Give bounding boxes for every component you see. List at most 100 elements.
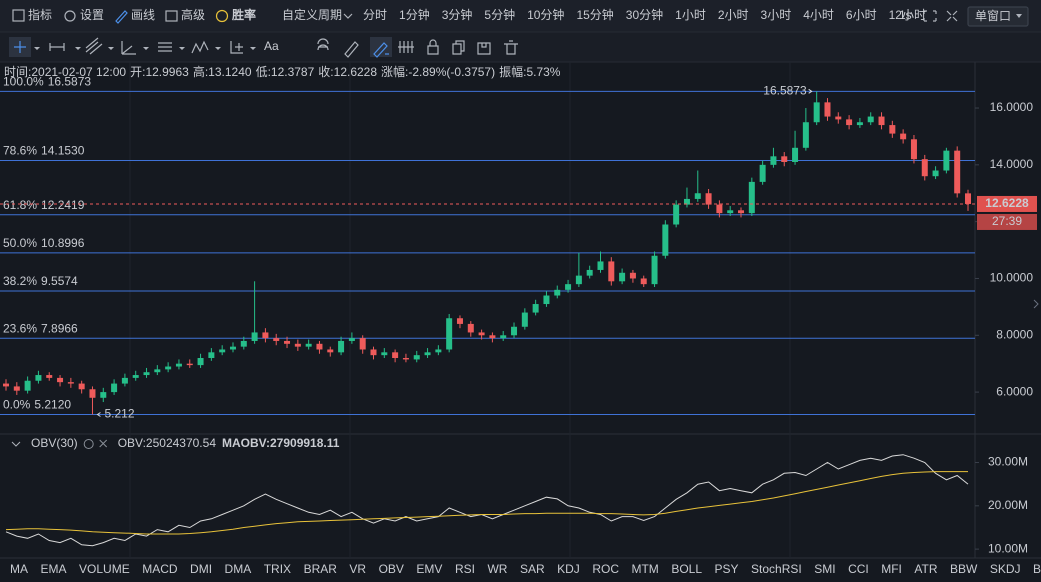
indicator-tab[interactable]: VOLUME	[79, 562, 130, 576]
indicator-tab[interactable]: RSI	[455, 562, 475, 576]
angle-tool[interactable]	[121, 41, 136, 55]
indicator-tab[interactable]: EMV	[416, 562, 442, 576]
measure-tool[interactable]	[230, 41, 243, 54]
indicator-tab[interactable]: SAR	[520, 562, 545, 576]
candle-body	[651, 255, 658, 285]
interval-button[interactable]: 1s	[899, 8, 912, 22]
countdown: 27:39	[992, 214, 1022, 228]
indicator-tab[interactable]: ATR	[914, 562, 937, 576]
fib-ratio: 78.6%	[3, 144, 37, 158]
magnet-tool[interactable]	[398, 41, 414, 53]
info-label: 收:	[318, 65, 333, 79]
period-button[interactable]: 1分钟	[399, 7, 430, 22]
toolbar-button[interactable]: 胜率	[232, 7, 256, 22]
indicator-tab[interactable]: DMI	[190, 562, 212, 576]
ruler-tool[interactable]	[344, 41, 359, 58]
custom-period[interactable]: 自定义周期	[282, 7, 342, 22]
indicator-tab[interactable]: VR	[349, 562, 366, 576]
toolbar-button[interactable]: 画线	[131, 8, 155, 22]
indicator-icon[interactable]	[12, 9, 25, 22]
indicator-tab[interactable]: KDJ	[557, 562, 580, 576]
candle-body	[100, 392, 107, 398]
wave-tool[interactable]	[191, 40, 209, 54]
indicator-tab[interactable]: TRIX	[264, 562, 291, 576]
indicator-tab[interactable]: EMA	[41, 562, 67, 576]
candle-body	[521, 312, 528, 327]
candle-body	[435, 349, 442, 353]
indicator-tab[interactable]: BRAR	[304, 562, 338, 576]
toolbar-button[interactable]: 指标	[28, 7, 52, 22]
candle-body	[748, 181, 755, 214]
delete-tool[interactable]	[504, 40, 518, 55]
period-button[interactable]: 3小时	[761, 8, 792, 22]
indicator-tab[interactable]: OBV	[379, 562, 404, 576]
pattern-tool[interactable]	[317, 38, 329, 51]
period-button[interactable]: 5分钟	[484, 7, 515, 22]
copy-tool[interactable]	[452, 40, 465, 55]
info-value: 12.3787	[271, 65, 315, 79]
indicator-tab[interactable]: BOLL	[671, 562, 702, 576]
indicator-tab[interactable]: DMA	[225, 562, 252, 576]
candle-body	[889, 125, 896, 134]
collapse-icon[interactable]	[11, 441, 21, 447]
indicator-tab[interactable]: MACD	[142, 562, 178, 576]
settings-icon[interactable]	[83, 439, 94, 449]
advanced-icon[interactable]	[165, 10, 178, 22]
lock-tool[interactable]	[427, 39, 439, 55]
candle-body	[867, 116, 874, 123]
shrink-icon[interactable]	[946, 10, 958, 22]
indicator-tab[interactable]: MFI	[881, 562, 902, 576]
save-tool[interactable]	[477, 42, 491, 55]
candle-body	[900, 133, 907, 140]
fib-value: 5.2120	[34, 398, 71, 412]
toolbar-button[interactable]: 高级	[181, 7, 205, 22]
period-button[interactable]: 10分钟	[527, 7, 564, 22]
indicator-tab[interactable]: WR	[487, 562, 507, 576]
period-button[interactable]: 6小时	[846, 8, 877, 22]
line-tool[interactable]	[49, 43, 65, 51]
scroll-arrow[interactable]	[1033, 299, 1039, 309]
draw-icon[interactable]	[115, 10, 128, 24]
toolbar-button[interactable]: 设置	[80, 8, 104, 22]
winrate-icon[interactable]	[215, 9, 229, 23]
channel-tool[interactable]	[85, 37, 103, 55]
indicator-tab[interactable]: SKDJ	[990, 562, 1021, 576]
candle-body	[424, 352, 431, 356]
fullscreen-icon[interactable]	[923, 10, 937, 22]
text-tool[interactable]: Aa	[264, 39, 279, 53]
dropdown-icon	[343, 13, 353, 19]
window-select[interactable]	[967, 6, 1029, 27]
indicator-tab[interactable]: ROC	[592, 562, 619, 576]
indicator-tab[interactable]: MTM	[631, 562, 658, 576]
candle-body	[67, 382, 74, 384]
candle-body	[965, 193, 971, 204]
candle-body	[402, 358, 409, 360]
fib-value: 10.8996	[41, 236, 85, 250]
indicator-tab[interactable]: SMI	[814, 562, 835, 576]
fib-value: 7.8966	[41, 321, 78, 335]
period-button[interactable]: 15分钟	[576, 7, 613, 22]
period-button[interactable]: 30分钟	[626, 7, 663, 22]
candle-body	[716, 204, 723, 214]
window-label[interactable]: 单窗口	[975, 9, 1011, 23]
indicator-tab[interactable]: StochRSI	[751, 562, 802, 576]
period-button[interactable]: 3分钟	[442, 7, 473, 22]
indicator-tab[interactable]: CCI	[848, 562, 869, 576]
period-button[interactable]: 4小时	[803, 8, 834, 22]
period-button[interactable]: 分时	[363, 8, 387, 22]
close-icon[interactable]	[99, 439, 108, 448]
indicator-tab[interactable]: BIAS	[1033, 562, 1041, 576]
candle-body	[3, 383, 9, 387]
candle-body	[57, 377, 64, 383]
indicator-tab[interactable]: BBW	[950, 562, 978, 576]
brush-tool[interactable]	[373, 42, 389, 58]
settings-icon[interactable]	[64, 10, 76, 22]
period-button[interactable]: 1小时	[675, 8, 706, 22]
crosshair-tool[interactable]	[14, 41, 26, 53]
fib-tool[interactable]	[158, 42, 172, 52]
indicator-tab[interactable]: PSY	[715, 562, 739, 576]
candle-body	[186, 363, 193, 366]
period-button[interactable]: 12小时	[889, 8, 926, 22]
indicator-tab[interactable]: MA	[10, 562, 28, 576]
period-button[interactable]: 2小时	[718, 8, 749, 22]
